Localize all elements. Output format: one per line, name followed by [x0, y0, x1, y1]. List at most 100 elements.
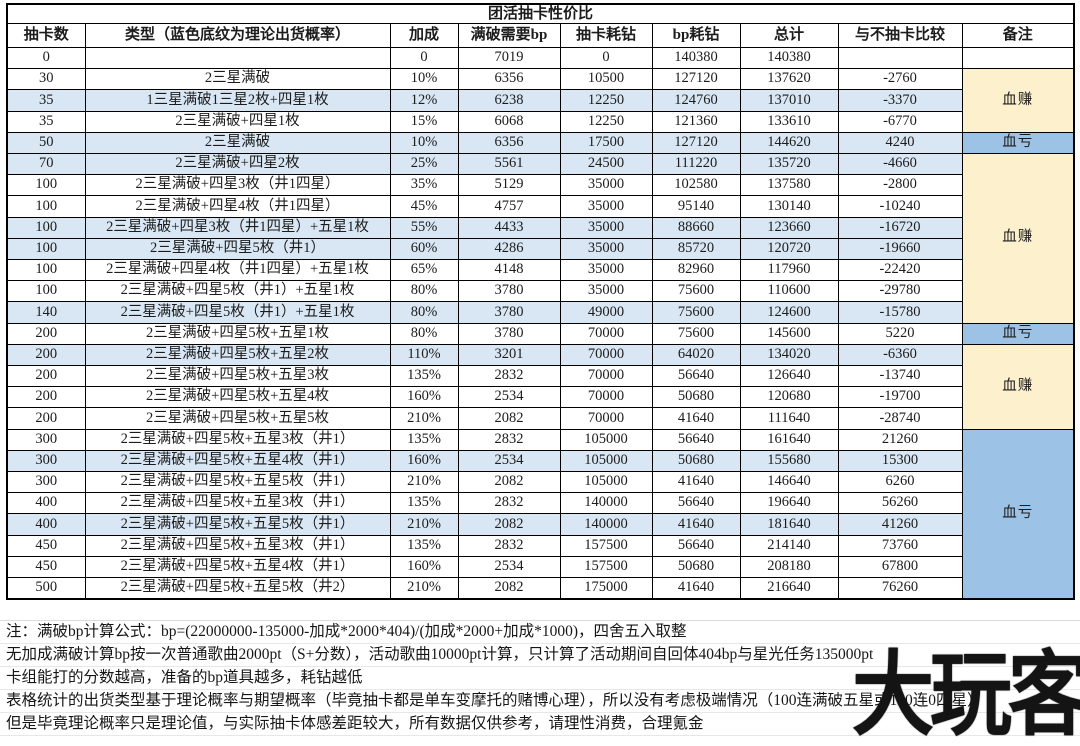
cell-draws: 300	[6, 471, 86, 494]
cell-type: 2三星满破+四星5枚+五星5枚（井2）	[84, 577, 391, 600]
cell-bonus: 80%	[389, 322, 459, 345]
cell-bp-needed: 2832	[457, 428, 561, 451]
cell-vs-no-draw: -22420	[837, 259, 963, 282]
col-header-remark: 备注	[961, 23, 1075, 48]
cell-bp-needed: 2082	[457, 471, 561, 494]
cell-bonus: 25%	[389, 153, 459, 176]
cell-total: 134020	[739, 343, 839, 367]
table-row: 100 2三星满破+四星4枚（井1四星）+五星1枚 65% 4148 35000 8296…	[6, 259, 1074, 282]
cell-draw-gems: 70000	[559, 407, 653, 430]
cell-draws: 30	[6, 68, 86, 91]
cell-type: 2三星满破+四星5枚+五星5枚	[84, 407, 391, 430]
cell-draw-gems: 140000	[559, 513, 653, 536]
note-bp-basis: 无加成满破计算bp按一次普通歌曲2000pt（S+分数），活动歌曲10000pt…	[0, 644, 1080, 667]
cell-draw-gems: 35000	[559, 259, 653, 282]
cell-bonus: 60%	[389, 237, 459, 261]
table-row: 100 2三星满破+四星3枚（井1四星） 35% 5129 35000 102580 137…	[6, 174, 1074, 197]
cell-bp-needed: 2082	[457, 513, 561, 536]
cell-type: 2三星满破+四星5枚+五星1枚	[84, 322, 391, 345]
cell-draw-gems: 157500	[559, 555, 653, 579]
cell-type: 2三星满破+四星1枚	[84, 110, 391, 133]
table-row: 30 2三星满破 10% 6356 10500 127120 137620 -2760 血赚	[6, 68, 1075, 133]
cell-type: 2三星满破+四星4枚（井1四星）	[84, 195, 391, 218]
table-title: 团活抽卡性价比	[6, 3, 1075, 24]
remark-cell: 血亏	[961, 322, 1075, 345]
cell-bp-gems: 121360	[651, 110, 741, 133]
cell-draw-gems: 10500	[559, 68, 653, 91]
table-row: 450 2三星满破+四星5枚+五星4枚（井1） 160% 2534 157500 5068…	[6, 555, 1074, 579]
cell-draw-gems: 35000	[559, 174, 653, 197]
cell-type: 2三星满破+四星5枚+五星3枚（井1）	[84, 492, 391, 515]
cell-type: 2三星满破+四星2枚	[84, 153, 391, 176]
col-header-draw-gems: 抽卡耗钻	[559, 23, 653, 48]
cell-vs-no-draw: -19660	[837, 237, 963, 261]
cell-total: 120680	[739, 386, 839, 409]
remark-cell: 血亏	[961, 428, 1075, 600]
cell-bonus: 110%	[389, 343, 459, 367]
table-title-row: 团活抽卡性价比	[6, 3, 1075, 24]
col-header-bonus: 加成	[389, 23, 459, 48]
cell-draw-gems: 70000	[559, 386, 653, 409]
cell-draws: 400	[6, 492, 86, 515]
cell-bp-gems: 56640	[651, 492, 741, 515]
cell-total: 155680	[739, 449, 839, 473]
cell-draws: 200	[6, 322, 86, 345]
cell-type: 2三星满破+四星4枚（井1四星）+五星1枚	[84, 259, 391, 282]
cell-draws: 200	[6, 365, 86, 388]
cell-total: 137580	[739, 174, 839, 197]
cell-vs-no-draw: 41260	[837, 513, 963, 536]
cell-vs-no-draw: 56260	[837, 492, 963, 515]
cell-bp-needed: 2534	[457, 555, 561, 579]
cell-draw-gems: 35000	[559, 195, 653, 218]
table-row: 35 1三星满破1三星2枚+四星1枚 12% 6238 12250 124760 13701…	[6, 89, 1074, 112]
remark-cell: 血赚	[961, 68, 1075, 133]
cell-bp-needed: 2832	[457, 534, 561, 557]
cell-bonus: 210%	[389, 577, 459, 600]
cell-bp-gems: 50680	[651, 555, 741, 579]
cell-draw-gems: 175000	[559, 577, 653, 600]
cell-bonus: 160%	[389, 555, 459, 579]
cell-draw-gems: 70000	[559, 322, 653, 345]
cell-type: 2三星满破+四星5枚+五星2枚	[84, 343, 391, 367]
cell-type: 2三星满破+四星5枚（井1）+五星1枚	[84, 301, 391, 324]
cell-draws: 100	[6, 280, 86, 303]
cell-vs-no-draw: 15300	[837, 449, 963, 473]
table-row: 450 2三星满破+四星5枚+五星3枚（井1） 135% 2832 157500 5664…	[6, 534, 1074, 557]
cell-bp-needed: 2082	[457, 407, 561, 430]
cell-draw-gems: 70000	[559, 343, 653, 367]
cell-draws: 100	[6, 237, 86, 261]
gacha-value-table: 团活抽卡性价比 抽卡数 类型（蓝色底纹为理论出货概率） 加成 满破需要bp 抽卡…	[6, 3, 1076, 600]
cell-vs-no-draw: -6770	[837, 110, 963, 133]
cell-bonus: 80%	[389, 301, 459, 324]
cell-type: 2三星满破+四星5枚+五星3枚（井1）	[84, 428, 391, 451]
cell-bp-gems: 56640	[651, 365, 741, 388]
cell-bp-needed: 3201	[457, 343, 561, 367]
col-header-bp-needed: 满破需要bp	[457, 23, 561, 48]
cell-bonus: 55%	[389, 216, 459, 239]
cell-bp-needed: 4286	[457, 237, 561, 261]
cell-type: 2三星满破+四星3枚（井1四星）	[84, 174, 391, 197]
cell-type: 2三星满破+四星5枚+五星3枚（井1）	[84, 534, 391, 557]
table-row: 100 2三星满破+四星5枚（井1）+五星1枚 80% 3780 35000 75600 1…	[6, 280, 1074, 303]
table-row: 100 2三星满破+四星3枚（井1四星）+五星1枚 55% 4433 35000 8866…	[6, 216, 1074, 239]
cell-bp-needed: 2832	[457, 492, 561, 515]
cell-draw-gems: 35000	[559, 237, 653, 261]
cell-bp-gems: 111220	[651, 153, 741, 176]
table-row: 35 2三星满破+四星1枚 15% 6068 12250 121360 133610 -677…	[6, 110, 1074, 133]
table-row: 400 2三星满破+四星5枚+五星5枚（井1） 210% 2082 140000 4164…	[6, 513, 1074, 536]
table-row: 200 2三星满破+四星5枚+五星2枚 110% 3201 70000 64020 1340…	[6, 343, 1075, 430]
cell-total: 110600	[739, 280, 839, 303]
cell-total: 130140	[739, 195, 839, 218]
cell-draws: 70	[6, 153, 86, 176]
table-body: 0 0 7019 0 140380 140380 30 2三星满破 10% 6356 10500 12…	[6, 46, 1075, 600]
cell-draw-gems: 35000	[559, 216, 653, 239]
cell-vs-no-draw: -2800	[837, 174, 963, 197]
cell-vs-no-draw: -16720	[837, 216, 963, 239]
cell-draws: 200	[6, 386, 86, 409]
cell-bonus: 35%	[389, 174, 459, 197]
cell-bp-gems: 102580	[651, 174, 741, 197]
cell-draws: 500	[6, 577, 86, 600]
cell-bonus: 160%	[389, 449, 459, 473]
col-header-bp-gems: bp耗钻	[651, 23, 741, 48]
cell-draws: 200	[6, 343, 86, 367]
